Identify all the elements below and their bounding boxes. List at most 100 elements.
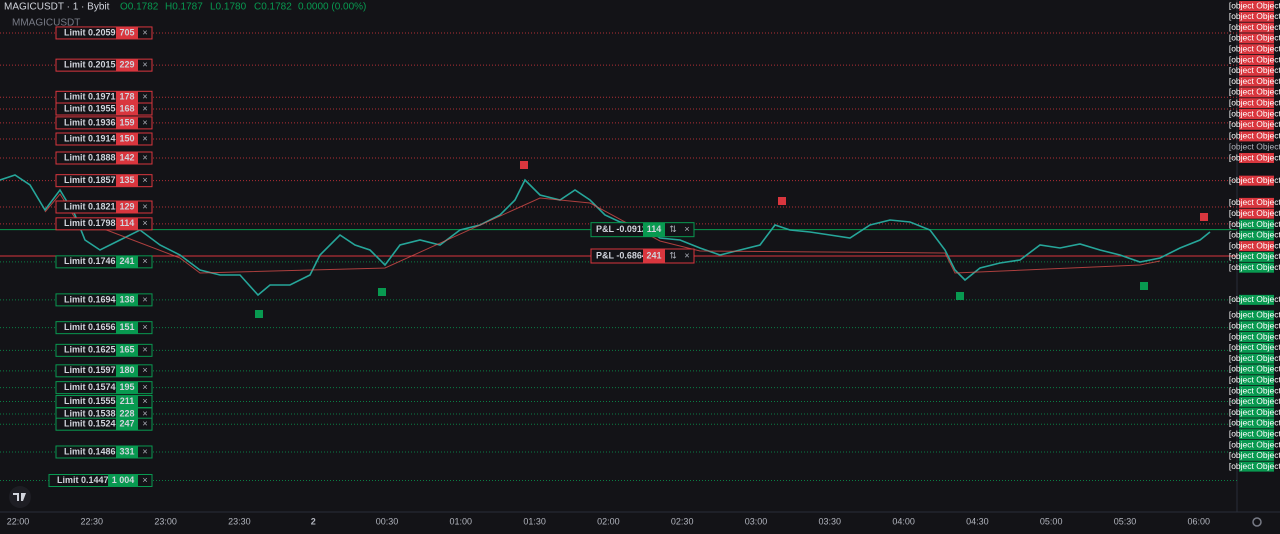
price-axis-tag [1239, 386, 1274, 397]
close-button[interactable]: × [684, 250, 689, 260]
cancel-button[interactable]: × [142, 446, 147, 456]
cancel-button[interactable]: × [142, 60, 147, 70]
order-price: Limit 0.1821 [64, 201, 116, 211]
overlays: Limit 0.2059 705 ×Limit 0.2015 229 ×Limit 0.… [7, 0, 1280, 526]
order-label[interactable]: Limit 0.1821 129 × [55, 200, 153, 214]
cancel-button[interactable]: × [142, 294, 147, 304]
cancel-button[interactable]: × [142, 408, 147, 418]
cancel-button[interactable]: × [142, 152, 147, 162]
price-axis-tag [1239, 119, 1274, 130]
price-axis-tag [1239, 230, 1274, 241]
cancel-button[interactable]: × [142, 365, 147, 375]
order-qty-box [116, 445, 138, 458]
reverse-button[interactable]: ⇅ [669, 224, 677, 234]
cancel-button[interactable]: × [142, 419, 147, 429]
cancel-button[interactable]: × [142, 396, 147, 406]
position-pnl: P&L -0.6864 [596, 250, 647, 260]
order-price: Limit 0.1625 [64, 345, 116, 355]
order-price: Limit 0.2059 [64, 27, 116, 37]
order-label[interactable]: Limit 0.1746 241 × [55, 255, 153, 269]
price-axis-label: [object Object] [1229, 87, 1280, 97]
price-axis-tag [1239, 219, 1274, 230]
ohlc-high: H0.1787 [165, 2, 203, 13]
order-price: Limit 0.1746 [64, 256, 116, 266]
order-label[interactable]: Limit 0.1597 180 × [55, 364, 153, 378]
price-axis-label: [object Object] [1229, 450, 1280, 460]
order-label[interactable]: Limit 0.1447 1 004 × [48, 474, 153, 488]
order-qty: 150 [119, 133, 134, 143]
cancel-button[interactable]: × [142, 475, 147, 485]
price-axis-tag [1239, 241, 1274, 252]
order-label[interactable]: Limit 0.1971 178 × [55, 90, 153, 104]
price-axis-label: [object Object] [1229, 262, 1280, 272]
order-qty: 1 004 [112, 475, 135, 485]
reverse-button[interactable]: ⇅ [669, 250, 677, 260]
cancel-button[interactable]: × [142, 133, 147, 143]
cancel-button[interactable]: × [142, 345, 147, 355]
cancel-button[interactable]: × [142, 201, 147, 211]
settings-icon[interactable] [1252, 517, 1262, 527]
cancel-button[interactable]: × [142, 382, 147, 392]
price-axis-tag [1239, 364, 1274, 375]
order-label[interactable]: Limit 0.1625 165 × [55, 343, 153, 357]
order-label[interactable]: Limit 0.1574 195 × [55, 381, 153, 395]
logo[interactable] [9, 486, 31, 508]
price-axis-label: [object Object] [1229, 320, 1280, 330]
order-label[interactable]: Limit 0.1694 138 × [55, 293, 153, 307]
order-label[interactable]: Limit 0.1486 331 × [55, 445, 153, 459]
order-qty: 229 [119, 60, 134, 70]
buy-marker [255, 310, 263, 318]
order-label[interactable]: Limit 0.1656 151 × [55, 321, 153, 335]
order-label[interactable]: Limit 0.1555 211 × [55, 395, 153, 409]
price-axis-tag [1239, 251, 1274, 262]
order-label[interactable]: Limit 0.1914 150 × [55, 132, 153, 146]
order-label[interactable]: Limit 0.2015 229 × [55, 58, 153, 72]
order-label[interactable]: Limit 0.1857 135 × [55, 174, 153, 188]
order-label[interactable]: Limit 0.1888 142 × [55, 151, 153, 165]
order-price: Limit 0.1936 [64, 117, 116, 127]
order-label[interactable]: Limit 0.2059 705 × [55, 26, 153, 40]
order-price: Limit 0.1555 [64, 396, 116, 406]
price-axis-tag [1239, 175, 1274, 186]
price-axis-tag [1239, 55, 1274, 65]
close-button[interactable]: × [684, 224, 689, 234]
cancel-button[interactable]: × [142, 92, 147, 102]
cancel-button[interactable]: × [142, 27, 147, 37]
order-label[interactable]: Limit 0.1936 159 × [55, 116, 153, 130]
order-label[interactable]: Limit 0.1798 114 × [55, 217, 153, 231]
position-label[interactable]: P&L -0.6864 241 ⇅ × [590, 248, 695, 264]
position-pnl: P&L -0.0912 [596, 224, 647, 234]
cancel-button[interactable]: × [142, 175, 147, 185]
price-axis-label: [object Object] [1229, 65, 1280, 75]
price-axis-label: [object Object] [1229, 43, 1280, 53]
position-box [590, 248, 695, 264]
price-axis-tag [1239, 461, 1274, 472]
order-qty: 168 [119, 103, 134, 113]
time-axis-label: 2 [311, 516, 316, 526]
time-axis-label: 22:00 [7, 516, 30, 526]
cancel-button[interactable]: × [142, 103, 147, 113]
trade-markers [255, 161, 1208, 318]
cancel-button[interactable]: × [142, 256, 147, 266]
sell-marker [778, 197, 786, 205]
position-qty-box [643, 249, 665, 263]
cancel-button[interactable]: × [142, 117, 147, 127]
order-qty: 247 [119, 419, 134, 429]
time-axis-label: 22:30 [81, 516, 104, 526]
position-label[interactable]: P&L -0.0912 114 ⇅ × [590, 222, 695, 238]
order-qty-box [116, 418, 138, 431]
cancel-button[interactable]: × [142, 322, 147, 332]
order-label[interactable]: Limit 0.1955 168 × [55, 102, 153, 116]
order-label[interactable]: Limit 0.1524 247 × [55, 417, 153, 431]
price-axis-label: [object Object] [1229, 108, 1280, 118]
order-qty-box [116, 293, 138, 306]
cancel-button[interactable]: × [142, 218, 147, 228]
order-price: Limit 0.1914 [64, 133, 116, 143]
order-qty: 228 [119, 408, 134, 418]
time-axis-label: 06:00 [1188, 516, 1211, 526]
order-price: Limit 0.1538 [64, 408, 116, 418]
price-axis-tag [1239, 262, 1274, 273]
order-qty-box [116, 174, 138, 187]
buy-marker [1140, 282, 1148, 290]
price-axis-tag [1239, 98, 1274, 109]
